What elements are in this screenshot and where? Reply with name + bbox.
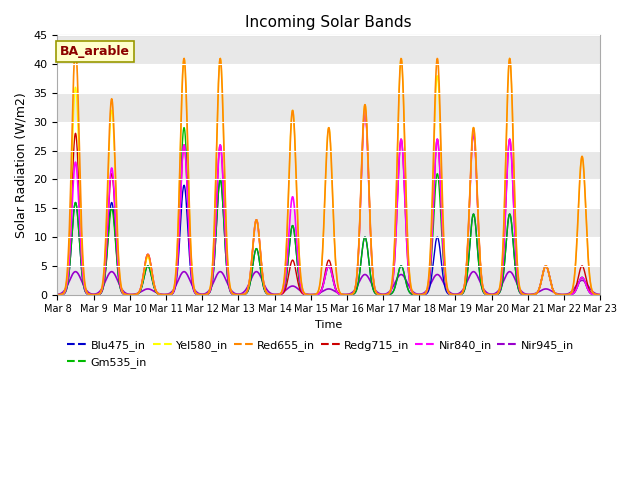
Nir945_in	[175, 277, 182, 283]
Bar	[58, 36, 600, 64]
Line: Nir840_in: Nir840_in	[58, 110, 600, 295]
Blu475_in	[532, 291, 540, 297]
Yel580_in	[413, 292, 420, 298]
Redg715_in	[532, 291, 540, 297]
Nir945_in	[161, 291, 169, 297]
Yel580_in	[506, 56, 513, 61]
Yel580_in	[559, 292, 567, 298]
Gm535_in	[174, 244, 182, 250]
Red655_in	[236, 292, 243, 298]
Redg715_in	[596, 292, 604, 298]
Nir840_in	[361, 108, 369, 113]
X-axis label: Time: Time	[315, 320, 342, 330]
Red655_in	[72, 44, 79, 50]
Nir945_in	[596, 292, 604, 298]
Line: Red655_in: Red655_in	[58, 47, 600, 295]
Red655_in	[54, 292, 61, 298]
Redg715_in	[484, 292, 492, 298]
Legend: Blu475_in, Gm535_in, Yel580_in, Red655_in, Redg715_in, Nir840_in, Nir945_in: Blu475_in, Gm535_in, Yel580_in, Red655_i…	[63, 336, 579, 372]
Red655_in	[532, 291, 540, 297]
Line: Blu475_in: Blu475_in	[58, 180, 600, 295]
Nir840_in	[174, 249, 182, 254]
Blu475_in	[413, 292, 421, 298]
Nir840_in	[532, 291, 540, 297]
Bar	[58, 208, 600, 237]
Red655_in	[596, 292, 604, 298]
Blu475_in	[54, 292, 61, 298]
Line: Gm535_in: Gm535_in	[58, 128, 600, 295]
Line: Redg715_in: Redg715_in	[58, 110, 600, 295]
Yel580_in	[54, 292, 61, 298]
Gm535_in	[413, 292, 421, 298]
Nir945_in	[307, 292, 315, 298]
Redg715_in	[161, 292, 169, 298]
Nir945_in	[72, 269, 79, 275]
Gm535_in	[236, 292, 243, 298]
Bar	[58, 93, 600, 122]
Redg715_in	[174, 249, 182, 254]
Bar	[58, 151, 600, 180]
Blu475_in	[484, 292, 492, 298]
Nir945_in	[414, 291, 422, 297]
Nir945_in	[54, 291, 61, 297]
Gm535_in	[532, 291, 540, 297]
Red655_in	[161, 292, 169, 298]
Yel580_in	[596, 292, 604, 298]
Red655_in	[559, 292, 567, 298]
Red655_in	[175, 213, 182, 218]
Gm535_in	[161, 292, 169, 298]
Redg715_in	[54, 292, 61, 298]
Gm535_in	[54, 292, 61, 298]
Nir840_in	[484, 292, 492, 298]
Nir945_in	[236, 291, 243, 297]
Y-axis label: Solar Radiation (W/m2): Solar Radiation (W/m2)	[15, 92, 28, 238]
Nir840_in	[54, 292, 61, 298]
Nir840_in	[596, 292, 604, 298]
Text: BA_arable: BA_arable	[60, 45, 130, 58]
Redg715_in	[361, 108, 369, 113]
Redg715_in	[413, 292, 421, 298]
Blu475_in	[596, 292, 604, 298]
Gm535_in	[180, 125, 188, 131]
Yel580_in	[235, 292, 243, 298]
Red655_in	[484, 292, 492, 298]
Redg715_in	[235, 292, 243, 298]
Gm535_in	[596, 292, 604, 298]
Blu475_in	[236, 292, 243, 298]
Line: Nir945_in: Nir945_in	[58, 272, 600, 295]
Blu475_in	[174, 260, 182, 266]
Blu475_in	[216, 177, 224, 182]
Line: Yel580_in: Yel580_in	[58, 59, 600, 295]
Nir945_in	[484, 291, 492, 297]
Nir840_in	[413, 292, 421, 298]
Yel580_in	[161, 292, 169, 298]
Bar	[58, 266, 600, 295]
Yel580_in	[484, 292, 492, 298]
Nir840_in	[161, 292, 169, 298]
Title: Incoming Solar Bands: Incoming Solar Bands	[246, 15, 412, 30]
Gm535_in	[484, 292, 492, 298]
Nir945_in	[532, 290, 540, 296]
Yel580_in	[174, 224, 182, 229]
Blu475_in	[161, 292, 169, 298]
Yel580_in	[532, 291, 540, 297]
Red655_in	[413, 292, 421, 298]
Nir840_in	[235, 292, 243, 298]
